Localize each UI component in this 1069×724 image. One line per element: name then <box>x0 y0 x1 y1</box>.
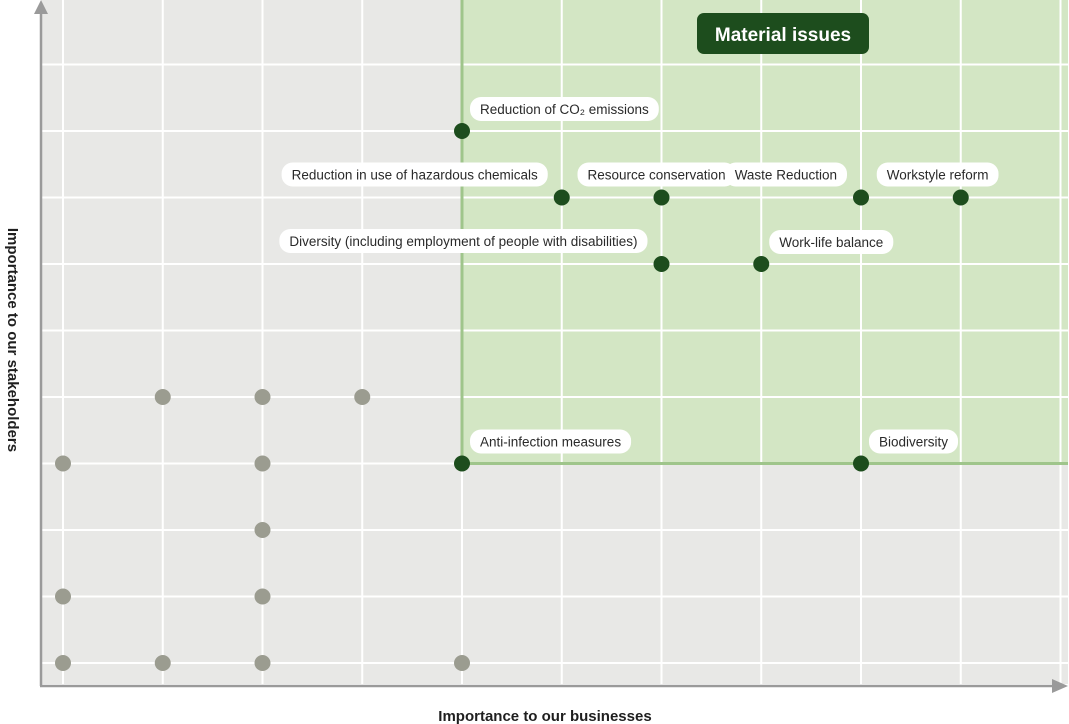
material-issue: Resource conservation <box>577 162 736 206</box>
material-issue: Work-life balance <box>753 230 894 272</box>
material-issue-point <box>853 189 869 206</box>
material-issue: Waste Reduction <box>724 162 869 206</box>
point-label: Waste Reduction <box>735 168 837 183</box>
material-issue-point <box>454 123 470 139</box>
other-issue-point <box>55 455 71 472</box>
point-label-background <box>577 162 736 187</box>
point-label-background <box>869 429 959 454</box>
point-label: Diversity (including employment of peopl… <box>289 234 637 249</box>
x-axis-arrow-icon <box>1052 679 1068 693</box>
other-issue-point <box>154 389 171 405</box>
other-issue-point <box>254 455 271 472</box>
material-issue-point <box>853 455 869 472</box>
material-issue-point <box>653 256 670 272</box>
material-issue: Biodiversity <box>853 429 959 472</box>
material-issue: Workstyle reform <box>876 162 999 206</box>
point-label-background <box>470 429 632 454</box>
point-label: Biodiversity <box>879 435 948 450</box>
point-label: Work-life balance <box>779 235 883 250</box>
material-issue-point <box>952 189 969 206</box>
point-label: Reduction in use of hazardous chemicals <box>292 168 538 183</box>
point-label: Anti-infection measures <box>480 435 621 450</box>
point-label: Reduction of CO₂ emissions <box>480 102 649 117</box>
material-points: Reduction of CO₂ emissions Reduction in u… <box>279 97 999 472</box>
point-label-background <box>279 229 648 253</box>
material-issue-point <box>553 189 570 206</box>
point-label: Workstyle reform <box>887 168 989 183</box>
other-issue-point <box>254 522 271 538</box>
other-issue-point <box>254 588 271 605</box>
material-issue: Reduction in use of hazardous chemicals <box>281 162 570 206</box>
badge-background <box>697 13 869 54</box>
point-label-background <box>876 162 999 187</box>
material-issue-point <box>653 189 670 206</box>
material-issue-point <box>753 256 770 272</box>
point-label-background <box>281 162 548 187</box>
point-label-background <box>769 230 894 254</box>
x-axis-title: Importance to our businesses <box>438 708 651 724</box>
axes <box>34 0 1068 693</box>
other-issue-point <box>454 655 470 671</box>
badge-label: Material issues <box>715 25 851 46</box>
other-issue-point <box>254 389 271 405</box>
other-issue-point <box>55 655 71 671</box>
point-label-background <box>470 97 659 121</box>
material-issue: Reduction of CO₂ emissions <box>454 97 659 139</box>
material-issue-point <box>454 455 470 472</box>
other-issue-point <box>254 655 271 671</box>
other-issue-point <box>55 588 71 605</box>
point-label-background <box>724 162 847 187</box>
material-issues-badge: Material issues <box>697 13 869 54</box>
material-issue: Anti-infection measures <box>454 429 632 472</box>
y-axis-arrow-icon <box>34 0 48 14</box>
y-axis-title: Importance to our stakeholders <box>4 228 21 452</box>
other-issue-point <box>354 389 371 405</box>
point-label: Resource conservation <box>588 168 726 183</box>
other-points <box>55 389 470 671</box>
other-issue-point <box>154 655 171 671</box>
material-issue: Diversity (including employment of peopl… <box>279 229 670 272</box>
